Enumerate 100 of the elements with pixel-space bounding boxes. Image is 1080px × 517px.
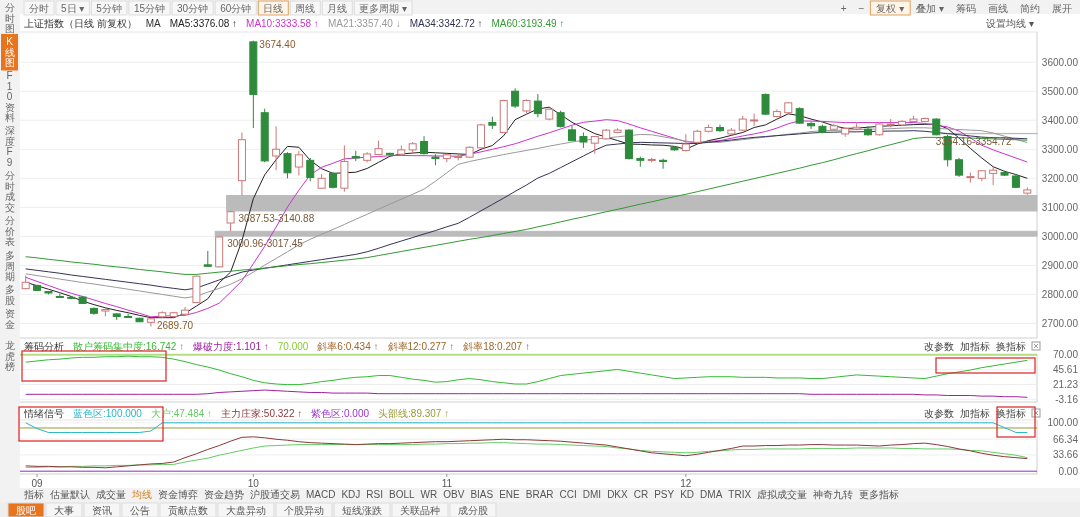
- text: 加指标: [960, 408, 990, 419]
- text: 斜率12:0.277 ↑: [387, 341, 455, 352]
- text: 日线: [263, 2, 284, 14]
- text: 成交量: [96, 489, 126, 500]
- candlestick: [989, 166, 998, 186]
- text: 15分钟: [133, 2, 166, 14]
- text: 分价表: [3, 215, 15, 247]
- text: TRIX: [728, 489, 752, 500]
- text: 改参数: [924, 408, 954, 419]
- text: 深度F9: [4, 125, 15, 168]
- x-tick-label: 11: [441, 478, 453, 489]
- candlestick: [807, 121, 816, 130]
- text: 多周期: [4, 250, 15, 282]
- annotation: 3674.40: [259, 38, 296, 50]
- text: 改参数: [924, 341, 954, 352]
- candlestick: [659, 158, 668, 170]
- y-tick-label: 100.00: [1047, 417, 1079, 429]
- candlestick: [272, 125, 281, 171]
- text: 周线: [295, 2, 316, 14]
- y-tick-label: 3100.00: [1041, 201, 1079, 213]
- y-tick-label: 3300.00: [1041, 143, 1079, 155]
- text: 公告: [130, 505, 150, 516]
- candlestick: [533, 93, 542, 118]
- series-label: 散户筹码集中度:16.742 ↑: [73, 341, 185, 352]
- text: F10资料: [4, 70, 15, 123]
- text: RSI: [366, 489, 384, 500]
- candlestick: [306, 157, 315, 182]
- y-tick-label: 33.66: [1052, 449, 1079, 461]
- text: 大盘异动: [226, 505, 266, 516]
- y-tick-label: 3400.00: [1041, 114, 1079, 126]
- candlestick: [420, 135, 429, 156]
- text: 股吧: [16, 505, 36, 516]
- text: 资讯: [92, 505, 112, 516]
- candlestick: [124, 313, 133, 319]
- chart-title: 情绪信号: [23, 408, 64, 419]
- text: 估量默认: [50, 489, 90, 500]
- y-tick-label: 66.34: [1052, 433, 1079, 445]
- text: CR: [633, 489, 649, 500]
- line-series: [25, 442, 1028, 468]
- text: ENE: [499, 489, 521, 500]
- text: 设置均线 ▾: [986, 18, 1034, 29]
- y-tick-label: 3500.00: [1041, 85, 1079, 97]
- text: +: [840, 2, 847, 14]
- y-tick-label: 21.23: [1052, 378, 1079, 390]
- ref-line-label: 头部线:89.307 ↑: [378, 408, 450, 419]
- text: 沪股通交易: [250, 489, 300, 500]
- text: BOLL: [389, 489, 416, 500]
- text: 简约: [1020, 2, 1040, 14]
- text: KDJ: [341, 489, 361, 500]
- text: 分时图: [4, 2, 15, 34]
- chart-title: 上证指数（日线 前复权）: [24, 18, 137, 29]
- candlestick: [294, 150, 303, 176]
- candlestick: [750, 113, 759, 127]
- y-tick-label: 3000.00: [1041, 230, 1079, 242]
- line-series: [25, 389, 1028, 398]
- text: 大事: [54, 505, 74, 516]
- text: 资金: [4, 308, 15, 330]
- y-tick-label: 45.61: [1052, 364, 1079, 376]
- text: 5分钟: [96, 2, 122, 14]
- text: 关联品种: [400, 505, 440, 516]
- text: KD: [680, 489, 695, 500]
- text: 个股异动: [284, 505, 324, 516]
- text: 分时成交: [4, 170, 15, 213]
- x-tick-label: 09: [31, 478, 44, 489]
- text: WR: [420, 489, 438, 500]
- y-tick-label: 3600.00: [1041, 56, 1079, 68]
- text: MACD: [306, 489, 336, 500]
- y-tick-label: 70.00: [1052, 349, 1079, 361]
- text: 资金博弈: [158, 489, 198, 500]
- text: BRAR: [525, 489, 554, 500]
- x-tick-label: 12: [680, 478, 692, 489]
- candlestick: [511, 87, 520, 109]
- text: 加指标: [960, 341, 990, 352]
- text: 虚拟成交量: [757, 489, 808, 500]
- line-series: [25, 436, 1028, 469]
- text: 主力庄家:50.322 ↑: [221, 408, 303, 419]
- text: DKX: [607, 489, 629, 500]
- text: 成分股: [458, 505, 488, 516]
- text: 5日 ▾: [61, 2, 85, 14]
- ref-line-label: 紫色区:0.000: [311, 408, 370, 419]
- text: 更多指标: [859, 489, 900, 500]
- text: 贡献点数: [168, 505, 208, 516]
- text: 资金趋势: [204, 489, 244, 500]
- text: −: [858, 2, 865, 14]
- text: MA34:3342.72 ↑: [409, 18, 483, 29]
- text: 斜率6:0.434 ↑: [317, 341, 379, 352]
- text: 复权 ▾: [876, 2, 905, 14]
- text: MA60:3193.49 ↑: [491, 18, 565, 29]
- text: 神奇九转: [813, 489, 854, 500]
- text: 斜率18:0.207 ↑: [463, 341, 530, 352]
- y-tick-label: 2800.00: [1041, 288, 1079, 300]
- text: 更多周期 ▾: [359, 2, 408, 14]
- y-tick-label: -3.16: [1055, 393, 1079, 405]
- text: 筹码: [956, 2, 976, 14]
- text: 短线涨跌: [342, 505, 382, 516]
- text: 多股: [4, 284, 15, 306]
- text: DMI: [582, 489, 602, 500]
- series-label: 蓝色区:100.000: [73, 408, 143, 419]
- text: MA21:3357.40 ↓: [327, 18, 401, 29]
- annotation: 2689.70: [156, 320, 194, 332]
